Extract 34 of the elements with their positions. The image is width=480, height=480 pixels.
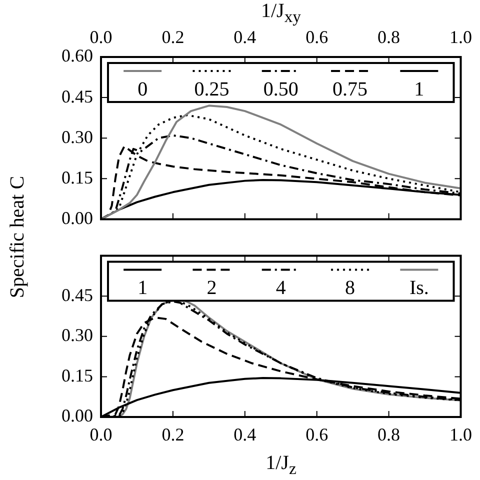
y-tick-label: 0.45 bbox=[62, 86, 93, 106]
legend-label: 4 bbox=[276, 277, 286, 300]
x-axis-title: 1/J$_{z}$ bbox=[266, 452, 296, 479]
x-tick-label: 0.4 bbox=[234, 424, 256, 445]
y-axis-title: Specific heat C bbox=[6, 176, 30, 298]
legend-label: 2 bbox=[206, 277, 217, 300]
x-tick-label: 0.2 bbox=[162, 26, 184, 47]
legend-label: 8 bbox=[345, 277, 356, 300]
legend-label: 0 bbox=[138, 78, 148, 100]
y-tick-label: 0.00 bbox=[62, 208, 93, 228]
legend-label: 0.25 bbox=[194, 78, 230, 100]
x-axis-title: 1/J$_{xy}$ bbox=[261, 0, 301, 27]
y-tick-label: 0.30 bbox=[62, 325, 93, 346]
x-tick-label: 1.0 bbox=[450, 26, 472, 47]
y-tick-label: 0.15 bbox=[62, 167, 93, 188]
x-tick-label: 0.8 bbox=[378, 424, 400, 445]
legend-label: 1 bbox=[138, 277, 148, 300]
legend-label: 1 bbox=[414, 78, 424, 100]
x-tick-label: 0.6 bbox=[306, 26, 328, 47]
x-tick-label: 0.0 bbox=[90, 424, 112, 445]
y-tick-label: 0.00 bbox=[62, 406, 93, 426]
y-tick-label: 0.15 bbox=[62, 365, 93, 386]
y-tick-label: 0.60 bbox=[62, 46, 93, 66]
legend-label: 0.50 bbox=[263, 78, 298, 100]
legend-label: 0.75 bbox=[332, 78, 368, 100]
x-tick-label: 0.2 bbox=[162, 424, 184, 445]
y-tick-label: 0.45 bbox=[62, 284, 93, 305]
x-tick-label: 0.6 bbox=[306, 424, 328, 445]
x-tick-label: 0.0 bbox=[90, 26, 112, 47]
y-tick-label: 0.30 bbox=[62, 126, 93, 147]
legend-label: Is. bbox=[409, 277, 429, 300]
x-tick-label: 0.4 bbox=[234, 26, 256, 47]
x-tick-label: 1.0 bbox=[450, 424, 472, 445]
x-tick-label: 0.8 bbox=[378, 26, 400, 47]
